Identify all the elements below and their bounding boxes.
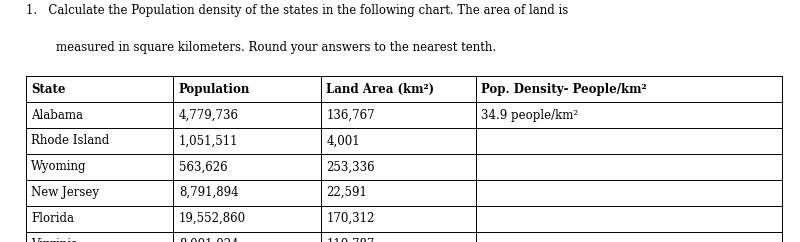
Text: Florida: Florida: [31, 212, 74, 225]
Text: Alabama: Alabama: [31, 109, 83, 121]
Text: 563,626: 563,626: [178, 160, 227, 173]
Text: Land Area (km²): Land Area (km²): [326, 83, 434, 96]
Text: Population: Population: [178, 83, 250, 96]
Text: State: State: [31, 83, 66, 96]
Text: Virginia: Virginia: [31, 238, 78, 242]
Text: 19,552,860: 19,552,860: [178, 212, 246, 225]
Text: Pop. Density- People/km²: Pop. Density- People/km²: [482, 83, 647, 96]
Text: Wyoming: Wyoming: [31, 160, 86, 173]
Text: 110,787: 110,787: [326, 238, 374, 242]
Text: 1.   Calculate the Population density of the states in the following chart. The : 1. Calculate the Population density of t…: [26, 4, 568, 17]
Text: 22,591: 22,591: [326, 186, 367, 199]
Text: New Jersey: New Jersey: [31, 186, 99, 199]
Text: 34.9 people/km²: 34.9 people/km²: [482, 109, 578, 121]
Text: 136,767: 136,767: [326, 109, 375, 121]
Text: 8,001,024: 8,001,024: [178, 238, 238, 242]
Text: 8,791,894: 8,791,894: [178, 186, 238, 199]
Text: 4,779,736: 4,779,736: [178, 109, 238, 121]
Text: 170,312: 170,312: [326, 212, 374, 225]
Text: 1,051,511: 1,051,511: [178, 135, 238, 147]
Text: Rhode Island: Rhode Island: [31, 135, 110, 147]
Text: 253,336: 253,336: [326, 160, 375, 173]
Text: measured in square kilometers. Round your answers to the nearest tenth.: measured in square kilometers. Round you…: [26, 41, 496, 54]
Text: 4,001: 4,001: [326, 135, 360, 147]
